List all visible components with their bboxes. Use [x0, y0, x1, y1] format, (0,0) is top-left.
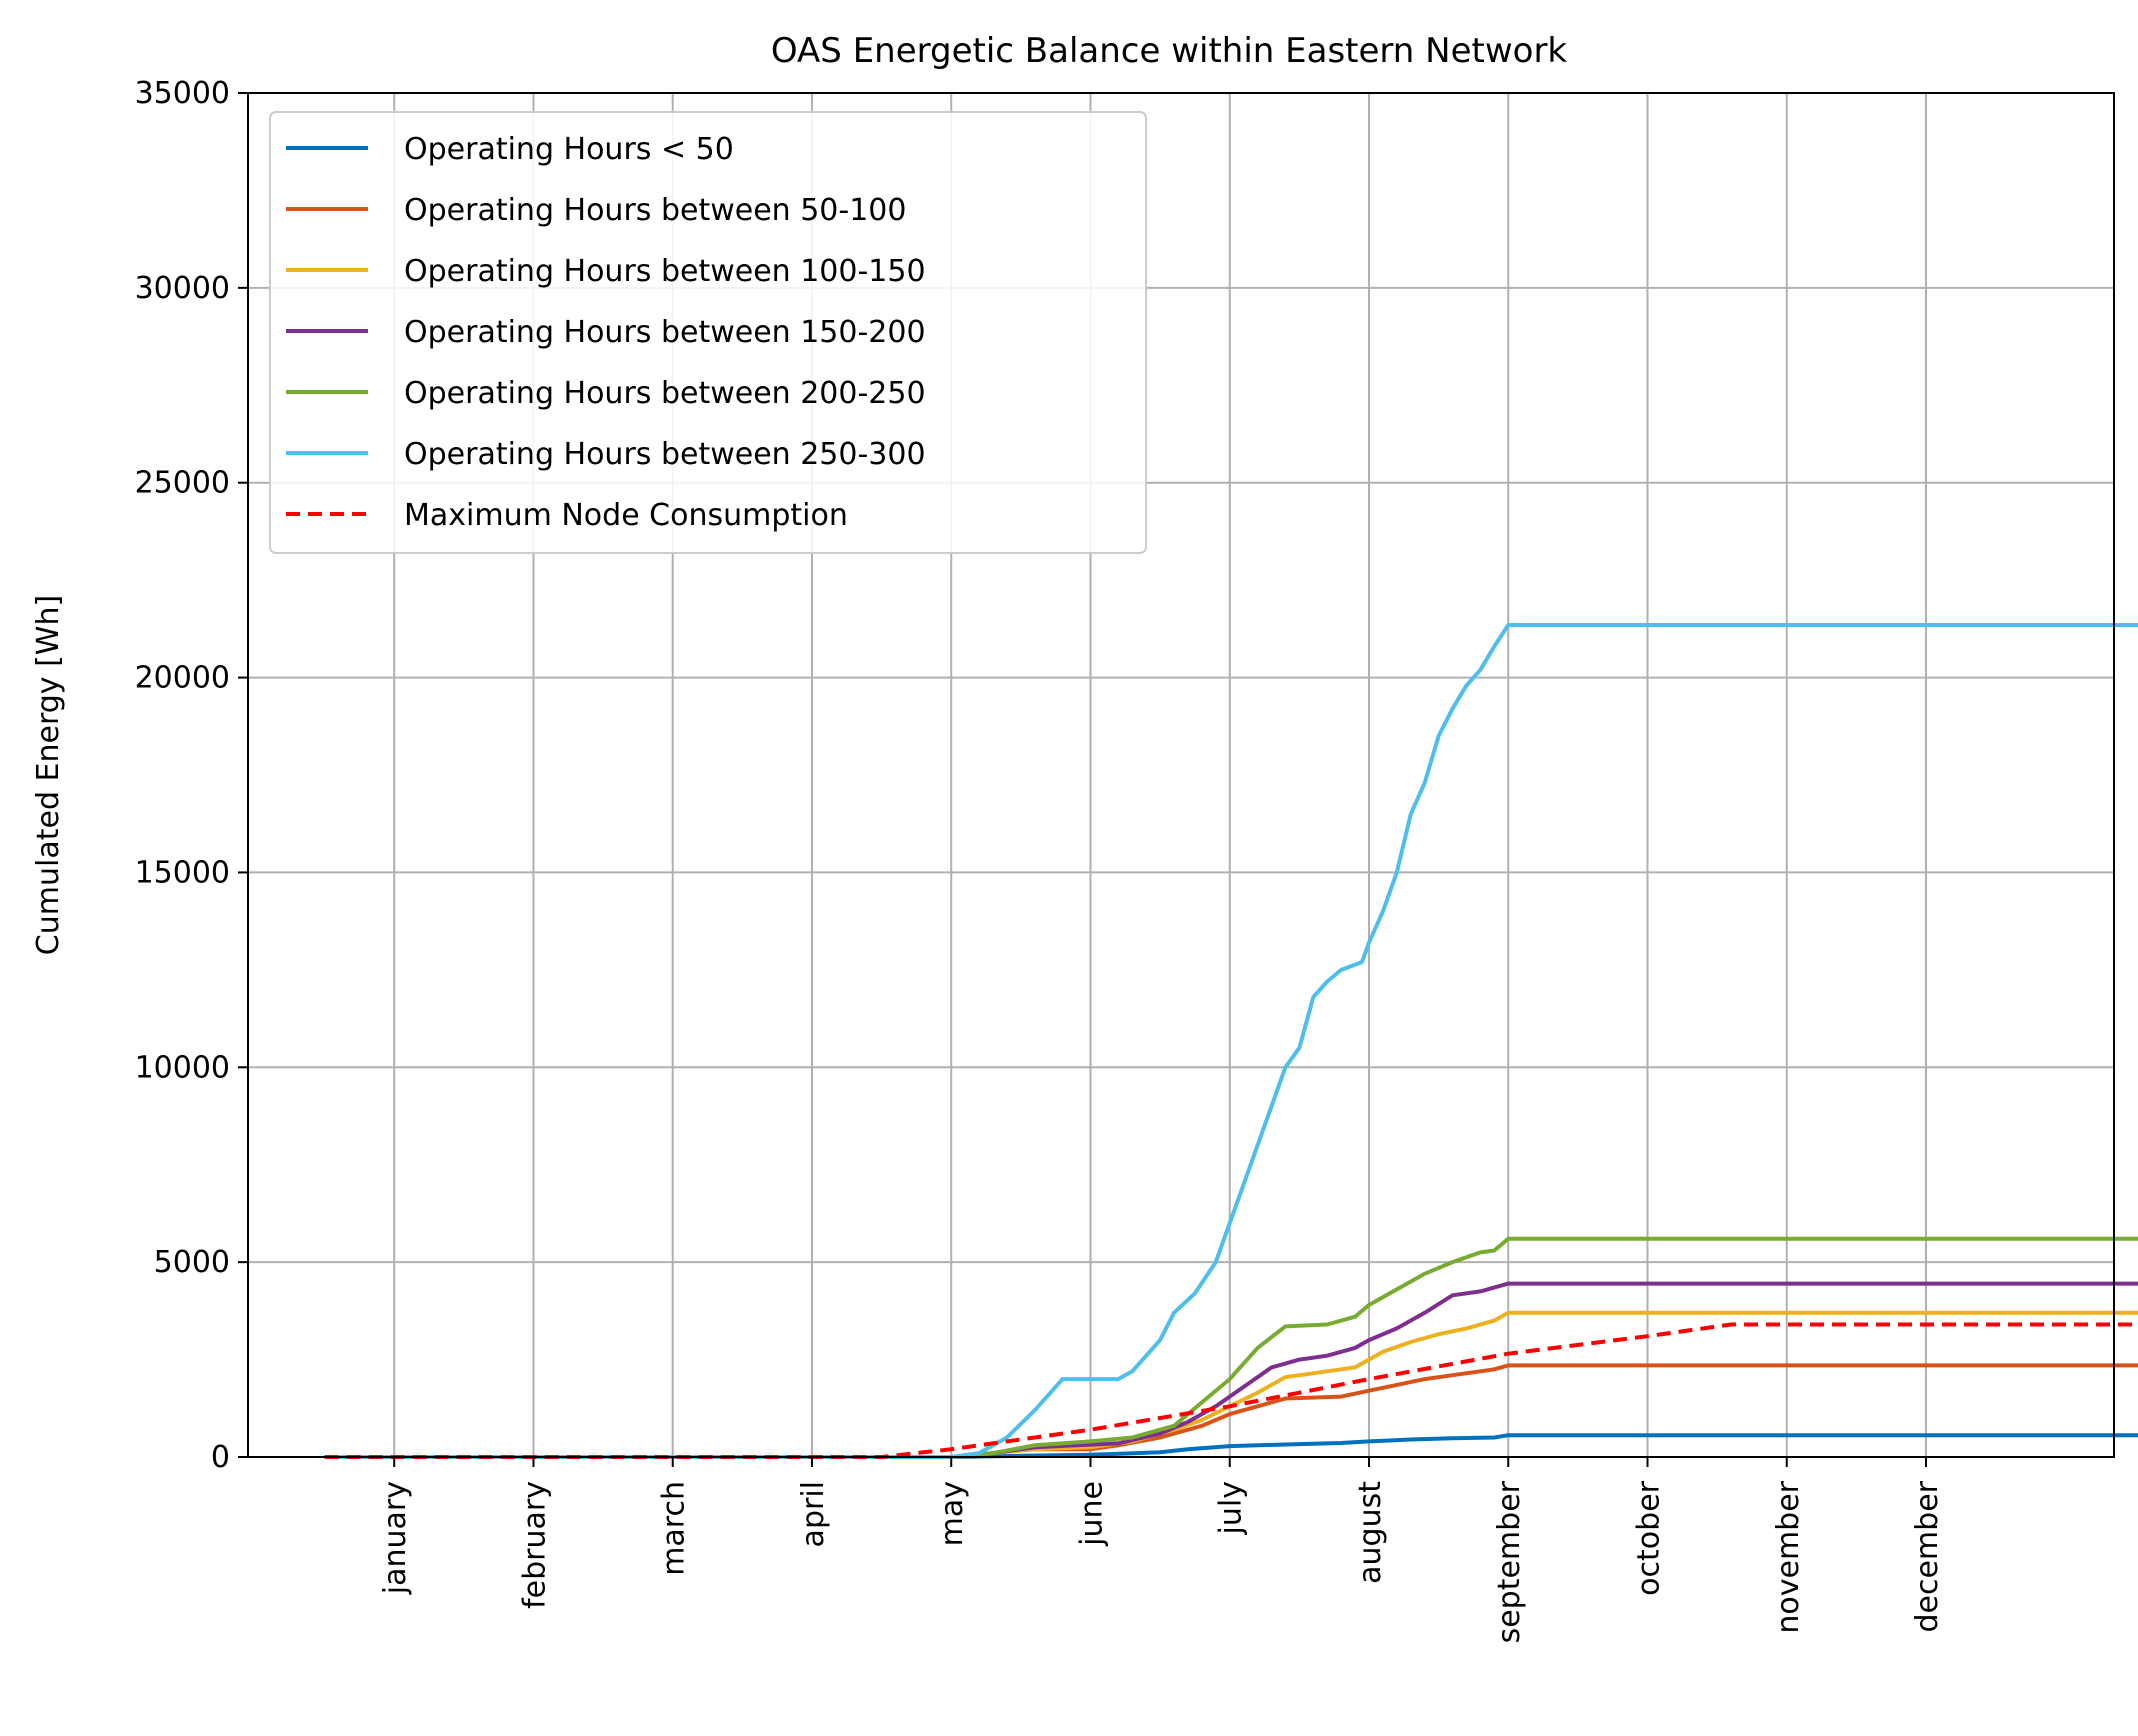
y-tick-label: 30000 — [135, 271, 230, 306]
series-line-6 — [324, 1322, 2138, 1459]
x-tick-label: september — [1492, 1480, 1527, 1643]
x-tick-label: august — [1353, 1481, 1388, 1584]
series-line-0 — [324, 1433, 2138, 1459]
x-tick-label: july — [1214, 1481, 1249, 1535]
legend: Operating Hours < 50 Operating Hours betw… — [269, 111, 1147, 554]
y-tick-label: 5000 — [154, 1245, 230, 1280]
y-tick-label: 15000 — [135, 855, 230, 890]
y-tick-label: 0 — [211, 1440, 230, 1475]
x-tick-label: february — [517, 1481, 552, 1609]
series-line-3 — [324, 1281, 2138, 1459]
legend-label: Operating Hours < 50 — [404, 132, 734, 167]
legend-label: Operating Hours between 150-200 — [404, 315, 926, 350]
legend-label: Operating Hours between 250-300 — [404, 437, 926, 472]
y-tick-label: 35000 — [135, 76, 230, 111]
series-line-4 — [324, 1236, 2138, 1459]
x-tick-label: may — [935, 1481, 970, 1546]
plot-area — [324, 623, 2138, 1459]
chart-title: OAS Energetic Balance within Eastern Net… — [771, 31, 1568, 71]
y-tick-label: 20000 — [135, 661, 230, 696]
x-tick-label: june — [1074, 1481, 1109, 1547]
y-tick-label: 10000 — [135, 1050, 230, 1085]
x-tick-label: october — [1632, 1480, 1667, 1595]
legend-label: Operating Hours between 100-150 — [404, 254, 926, 289]
y-tick-label: 25000 — [135, 466, 230, 501]
legend-label: Maximum Node Consumption — [404, 498, 848, 533]
legend-box — [269, 111, 1147, 554]
x-tick-label: march — [657, 1481, 692, 1576]
series-line-2 — [324, 1310, 2138, 1459]
x-tick-label: december — [1910, 1480, 1945, 1632]
x-tick-label: april — [796, 1481, 831, 1547]
plot-frame — [247, 92, 2115, 1458]
x-tick-label: january — [378, 1481, 413, 1595]
axes: 0 5000 10000 15000 20000 25000 30000 35000 janua… — [135, 76, 1945, 1643]
legend-label: Operating Hours between 200-250 — [404, 376, 926, 411]
series-line-5 — [324, 623, 2138, 1459]
x-tick-label: november — [1771, 1480, 1806, 1633]
legend-label: Operating Hours between 50-100 — [404, 193, 906, 228]
y-axis-label: Cumulated Energy [Wh] — [31, 595, 66, 955]
